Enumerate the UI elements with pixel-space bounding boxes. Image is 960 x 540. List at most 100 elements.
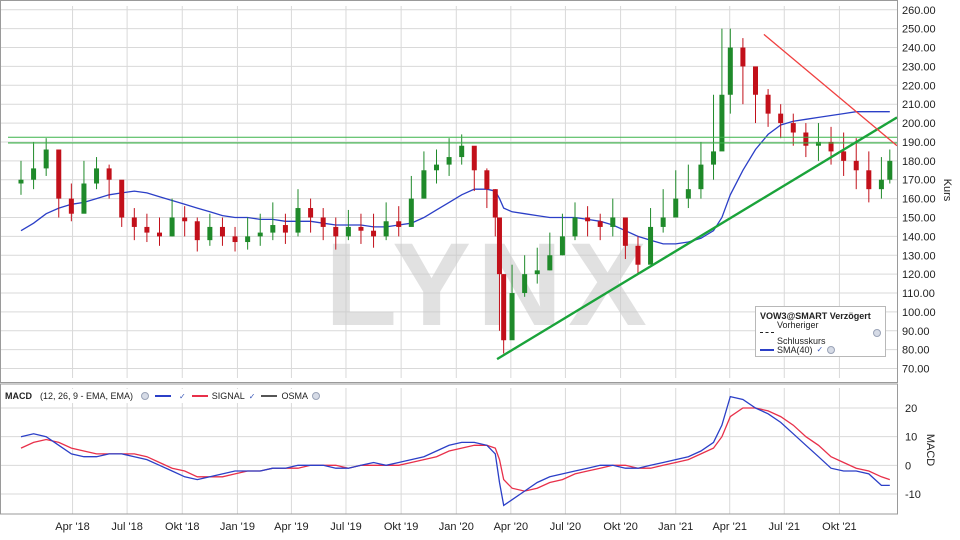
candle-body (169, 217, 175, 237)
price-y-tick-label: 210.00 (902, 99, 936, 111)
candle-down (501, 274, 507, 354)
legend-title: VOW3@SMART Verzögert (760, 311, 871, 321)
candle-body (815, 141, 821, 146)
candle-down (232, 226, 238, 252)
candle-down (803, 123, 809, 158)
candle-body (572, 217, 578, 237)
x-tick-label: Jan '21 (658, 521, 693, 533)
candle-body (501, 274, 507, 341)
candle-up (295, 189, 301, 237)
macd-y-axis-title: MACD (924, 434, 936, 466)
candle-down (182, 206, 188, 237)
macd-legend-bar[interactable]: MACD (12, 26, 9 - EMA, EMA) ✓ SIGNAL ✓ O… (2, 389, 323, 403)
chevron-down-icon[interactable]: ✓ (179, 391, 186, 401)
candle-up (887, 149, 893, 184)
price-y-tick-label: 70.00 (902, 364, 930, 376)
price-y-tick-label: 180.00 (902, 156, 936, 168)
legend-label-osma: OSMA (281, 391, 308, 401)
candle-body (345, 226, 351, 237)
trend-lines (8, 33, 898, 361)
candle-body (496, 217, 502, 275)
candle-down (56, 149, 62, 218)
settings-icon[interactable] (311, 392, 320, 400)
candle-down (790, 113, 796, 146)
candle-body (257, 232, 263, 237)
candle-body (559, 236, 565, 256)
price-y-tick-label: 120.00 (902, 269, 936, 281)
candle-body (719, 94, 725, 152)
candle-body (106, 168, 112, 180)
macd-line-swatch-icon (155, 395, 172, 397)
candle-body (18, 179, 24, 184)
chevron-down-icon[interactable]: ✓ (816, 344, 824, 354)
settings-icon[interactable] (827, 345, 836, 354)
chevron-down-icon[interactable]: ✓ (248, 391, 256, 401)
candle-body (828, 141, 834, 152)
candle-down (492, 189, 498, 237)
candle-down (106, 164, 112, 199)
candle-up (446, 138, 452, 176)
price-y-tick-label: 140.00 (902, 231, 936, 243)
price-y-tick-label: 160.00 (902, 194, 936, 206)
candle-down (622, 217, 628, 260)
macd-lines (20, 395, 891, 507)
candle-down (308, 198, 314, 233)
candle-body (673, 198, 679, 218)
price-y-tick-label: 220.00 (902, 80, 936, 92)
candle-down (765, 89, 771, 127)
x-tick-label: Apr '20 (494, 521, 529, 533)
candle-body (727, 47, 733, 95)
candle-up (270, 202, 276, 241)
price-y-tick-label: 230.00 (902, 61, 936, 73)
candle-body (711, 151, 717, 165)
price-y-axis-title: Kurs (941, 179, 953, 202)
x-tick-label: Jul '21 (769, 521, 800, 533)
price-y-tick-label: 170.00 (902, 175, 936, 187)
candle-down (119, 179, 125, 227)
candle-body (790, 123, 796, 133)
price-legend[interactable]: VOW3@SMART Verzögert Vorheriger Schlussk… (755, 306, 886, 357)
candle-body (396, 221, 402, 227)
candle-down (320, 208, 326, 241)
candle-body (765, 94, 771, 114)
candle-body (434, 164, 440, 171)
candle-up (572, 202, 578, 241)
candle-up (685, 164, 691, 209)
candle-body (94, 168, 100, 184)
candle-up (610, 198, 616, 237)
candle-body (232, 236, 238, 243)
candle-up (534, 247, 540, 284)
candle-up (207, 213, 213, 246)
candle-body (740, 47, 746, 67)
candle-down (496, 217, 502, 331)
candlestick-series (18, 28, 893, 354)
candle-body (270, 225, 276, 233)
price-y-tick-label: 240.00 (902, 43, 936, 55)
candle-down (866, 151, 872, 203)
candle-body (752, 66, 758, 95)
candle-body (841, 151, 847, 161)
candle-down (282, 213, 288, 244)
legend-item-prev-close[interactable]: Vorheriger Schlusskurs (760, 320, 881, 346)
settings-icon[interactable] (141, 392, 150, 400)
price-y-tick-label: 80.00 (902, 345, 930, 357)
settings-icon[interactable] (873, 328, 881, 337)
candle-up (509, 264, 515, 341)
candle-up (547, 232, 553, 271)
candle-up (408, 175, 414, 227)
x-tick-label: Okt '19 (384, 521, 419, 533)
candle-body (610, 217, 616, 227)
candle-up (727, 28, 733, 114)
candle-down (194, 217, 200, 252)
price-y-tick-label: 200.00 (902, 118, 936, 130)
legend-item-sma[interactable]: SMA(40) ✓ (760, 341, 881, 358)
candle-body (207, 226, 213, 241)
candle-body (156, 232, 162, 237)
signal-line-swatch-icon (191, 395, 208, 397)
price-grid (0, 6, 897, 378)
candle-up (522, 255, 528, 297)
candle-up (257, 213, 263, 246)
candle-down (333, 217, 339, 250)
candle-up (559, 213, 565, 256)
candle-down (740, 38, 746, 105)
